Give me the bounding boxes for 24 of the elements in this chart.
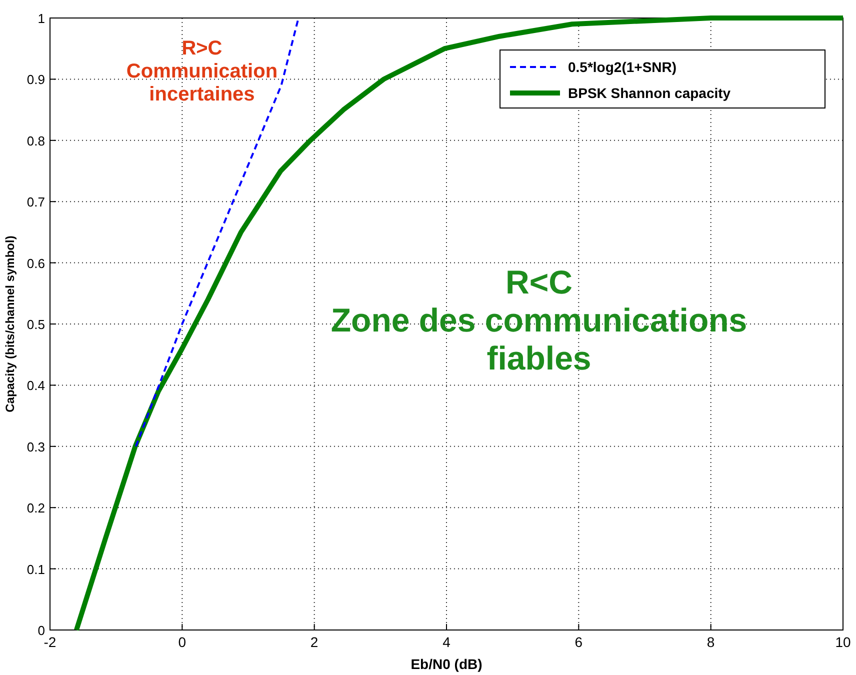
annotation: R<C Zone des communications fiables xyxy=(330,263,748,376)
y-axis-title: Capacity (bits/channel symbol) xyxy=(3,236,17,412)
y-tick-label: 0.2 xyxy=(26,500,45,516)
x-axis-title: Eb/N0 (dB) xyxy=(410,656,482,672)
x-tick-label: 0 xyxy=(178,634,186,650)
x-tick-label: 4 xyxy=(442,634,451,650)
y-tick-label: 0 xyxy=(38,623,45,638)
annotation: R>C Communication incertaines xyxy=(126,38,278,106)
y-tick-label: 0.9 xyxy=(26,72,45,88)
legend-label: 0.5*log2(1+SNR) xyxy=(568,59,677,75)
y-tick-label: 0.6 xyxy=(26,256,45,271)
x-tick-label: 2 xyxy=(310,634,318,650)
y-tick-label: 0.1 xyxy=(26,562,45,577)
x-tick-label: -2 xyxy=(44,634,56,650)
x-tick-label: 6 xyxy=(574,634,583,650)
y-tick-label: 0.4 xyxy=(26,378,45,394)
y-tick-label: 1 xyxy=(38,11,45,26)
x-tick-label: 8 xyxy=(706,634,715,650)
y-tick-label: 0.5 xyxy=(26,317,45,332)
y-tick-label: 0.7 xyxy=(26,194,45,210)
x-tick-label: 10 xyxy=(835,634,851,650)
legend-label: BPSK Shannon capacity xyxy=(568,85,731,101)
y-tick-label: 0.3 xyxy=(26,439,45,454)
y-tick-label: 0.8 xyxy=(26,133,45,148)
